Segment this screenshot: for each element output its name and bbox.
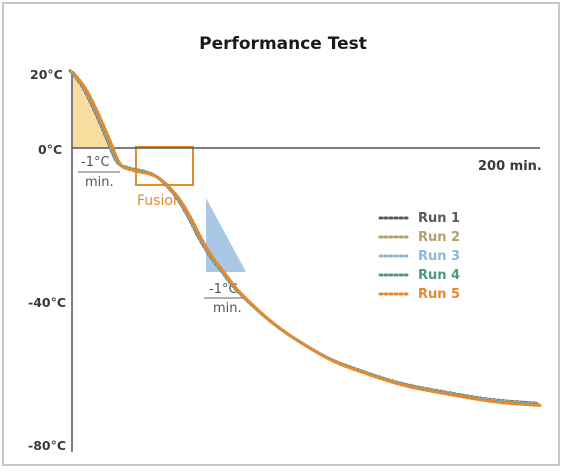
- legend-label-run-2: Run 2: [418, 230, 460, 245]
- x-axis-label: 200 min.: [478, 159, 542, 174]
- legend-label-run-1: Run 1: [418, 211, 460, 226]
- cooling-rate-triangle-2: [206, 198, 246, 272]
- chart-frame: [2, 2, 560, 466]
- y-tick-minus40: -40°C: [28, 295, 66, 310]
- series-line-run-3: [70, 70, 542, 406]
- rate-label-2-top: -1°C: [209, 282, 238, 297]
- series-line-run-4: [71, 71, 543, 407]
- legend-label-run-5: Run 5: [418, 287, 460, 302]
- legend-label-run-4: Run 4: [418, 268, 460, 283]
- fusion-box: [135, 146, 194, 186]
- legend: Run 1 Run 2 Run 3 Run 4 Run 5: [378, 211, 460, 302]
- rate-label-1-top: -1°C: [81, 155, 110, 170]
- rate-label-2-bottom: min.: [213, 301, 242, 316]
- fusion-label: Fusion: [137, 193, 182, 209]
- series-line-run-1: [68, 69, 540, 405]
- chart-title: Performance Test: [199, 34, 367, 54]
- series-line-run-5: [72, 71, 544, 408]
- series-layer: [68, 69, 544, 408]
- y-tick-20: 20°C: [30, 67, 63, 82]
- y-tick-0: 0°C: [38, 142, 62, 157]
- series-line-run-2: [69, 69, 541, 406]
- y-tick-minus80: -80°C: [28, 438, 66, 453]
- legend-label-run-3: Run 3: [418, 249, 460, 264]
- rate-label-1-bottom: min.: [85, 175, 114, 190]
